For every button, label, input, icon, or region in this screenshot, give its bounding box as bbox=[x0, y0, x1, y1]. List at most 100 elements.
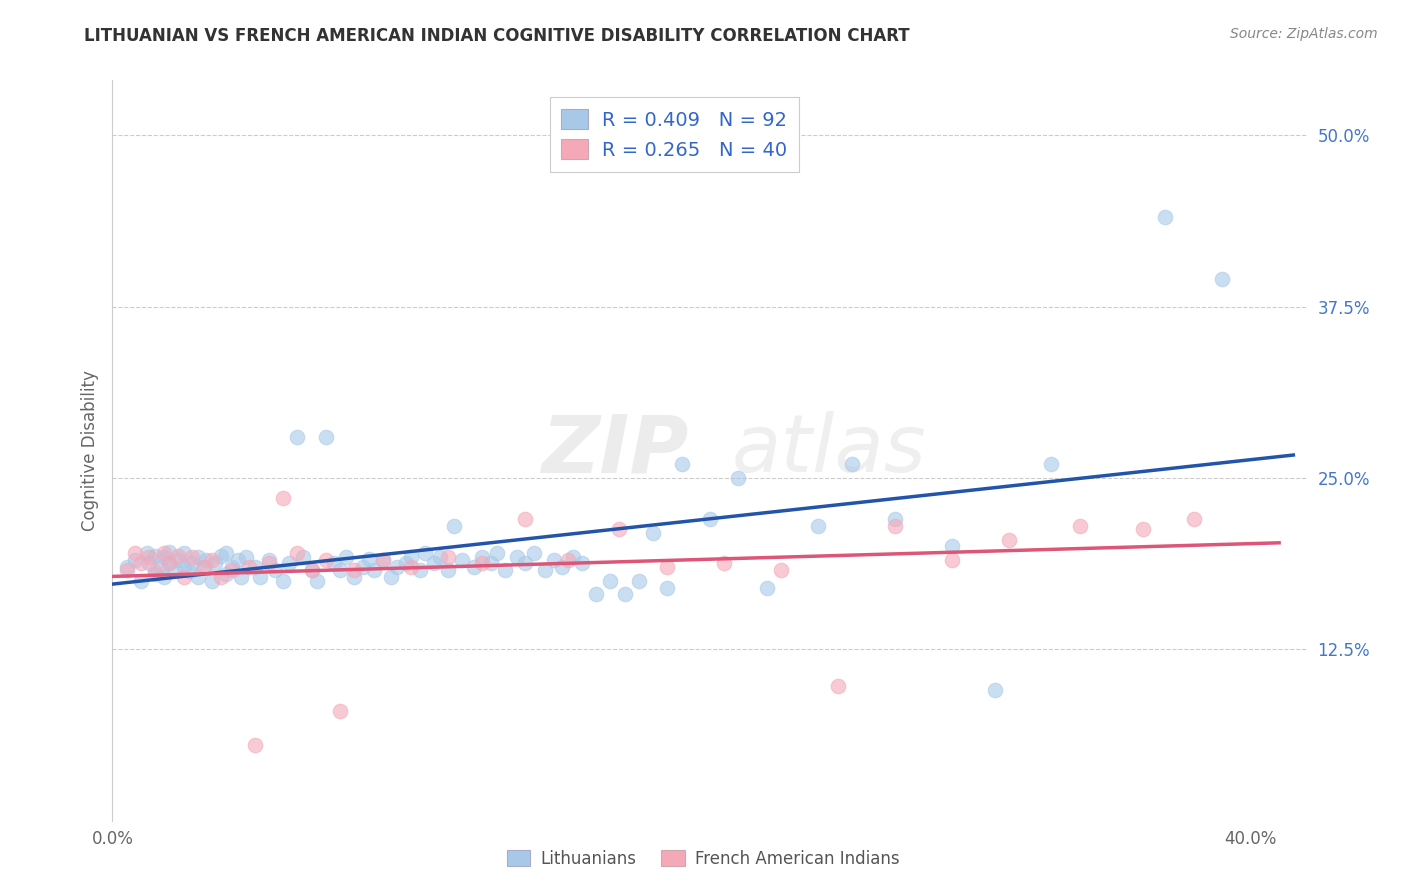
Point bbox=[157, 545, 180, 559]
Point bbox=[443, 519, 465, 533]
Point bbox=[513, 512, 536, 526]
Point bbox=[807, 519, 830, 533]
Point bbox=[551, 560, 574, 574]
Point bbox=[204, 556, 226, 570]
Point bbox=[657, 581, 679, 595]
Point bbox=[513, 556, 536, 570]
Point bbox=[226, 553, 249, 567]
Point bbox=[343, 569, 366, 583]
Point bbox=[357, 551, 380, 566]
Point bbox=[827, 679, 849, 693]
Point bbox=[201, 553, 224, 567]
Point bbox=[543, 553, 565, 567]
Point bbox=[124, 553, 146, 567]
Point bbox=[277, 556, 299, 570]
Point bbox=[401, 550, 423, 565]
Point bbox=[229, 569, 252, 583]
Point bbox=[138, 550, 160, 565]
Point bbox=[557, 553, 579, 567]
Point bbox=[287, 430, 309, 444]
Point bbox=[149, 560, 172, 574]
Point bbox=[292, 550, 315, 565]
Point bbox=[238, 560, 260, 574]
Point bbox=[173, 560, 195, 574]
Point bbox=[195, 553, 218, 567]
Point bbox=[941, 540, 963, 554]
Point bbox=[157, 556, 180, 570]
Point bbox=[193, 560, 215, 574]
Point bbox=[329, 563, 352, 577]
Point bbox=[471, 556, 494, 570]
Point bbox=[167, 549, 190, 563]
Point bbox=[437, 563, 460, 577]
Point bbox=[1132, 522, 1154, 536]
Point bbox=[287, 546, 309, 560]
Point bbox=[157, 556, 180, 570]
Point bbox=[1069, 519, 1091, 533]
Point bbox=[221, 563, 243, 577]
Point bbox=[613, 587, 636, 601]
Point bbox=[181, 550, 204, 565]
Point bbox=[257, 556, 280, 570]
Point bbox=[755, 581, 778, 595]
Point bbox=[335, 550, 357, 565]
Text: ZIP: ZIP bbox=[541, 411, 688, 490]
Point bbox=[263, 563, 285, 577]
Point bbox=[599, 574, 621, 588]
Point bbox=[884, 512, 907, 526]
Point bbox=[415, 546, 437, 560]
Point bbox=[201, 574, 224, 588]
Point bbox=[770, 563, 793, 577]
Point bbox=[307, 574, 329, 588]
Point bbox=[124, 546, 146, 560]
Point bbox=[371, 553, 394, 567]
Point bbox=[257, 553, 280, 567]
Point bbox=[380, 569, 402, 583]
Point bbox=[534, 563, 557, 577]
Point bbox=[129, 556, 152, 570]
Point bbox=[627, 574, 650, 588]
Point bbox=[271, 491, 294, 506]
Point bbox=[401, 560, 423, 574]
Point bbox=[983, 683, 1005, 698]
Point bbox=[249, 569, 271, 583]
Point bbox=[363, 563, 385, 577]
Point bbox=[115, 560, 138, 574]
Point bbox=[479, 556, 502, 570]
Point bbox=[699, 512, 721, 526]
Point bbox=[315, 430, 337, 444]
Point bbox=[671, 457, 693, 471]
Point bbox=[301, 563, 323, 577]
Point bbox=[143, 564, 166, 578]
Point bbox=[423, 556, 446, 570]
Point bbox=[1154, 211, 1177, 225]
Text: LITHUANIAN VS FRENCH AMERICAN INDIAN COGNITIVE DISABILITY CORRELATION CHART: LITHUANIAN VS FRENCH AMERICAN INDIAN COG… bbox=[84, 27, 910, 45]
Point bbox=[329, 704, 352, 718]
Point bbox=[643, 525, 665, 540]
Point bbox=[841, 457, 863, 471]
Point bbox=[727, 471, 749, 485]
Point bbox=[1211, 272, 1233, 286]
Point bbox=[607, 522, 630, 536]
Point bbox=[471, 550, 494, 565]
Point bbox=[409, 563, 432, 577]
Point bbox=[998, 533, 1021, 547]
Point bbox=[562, 550, 585, 565]
Point bbox=[394, 556, 416, 570]
Point bbox=[129, 574, 152, 588]
Point bbox=[143, 566, 166, 581]
Point bbox=[173, 546, 195, 560]
Point bbox=[315, 553, 337, 567]
Point bbox=[884, 519, 907, 533]
Point bbox=[173, 569, 195, 583]
Point bbox=[181, 556, 204, 570]
Point bbox=[713, 556, 735, 570]
Point bbox=[463, 560, 485, 574]
Point bbox=[167, 553, 190, 567]
Point bbox=[941, 553, 963, 567]
Point bbox=[138, 556, 160, 570]
Point bbox=[243, 560, 266, 574]
Point bbox=[152, 569, 174, 583]
Point bbox=[187, 550, 209, 565]
Point bbox=[385, 560, 408, 574]
